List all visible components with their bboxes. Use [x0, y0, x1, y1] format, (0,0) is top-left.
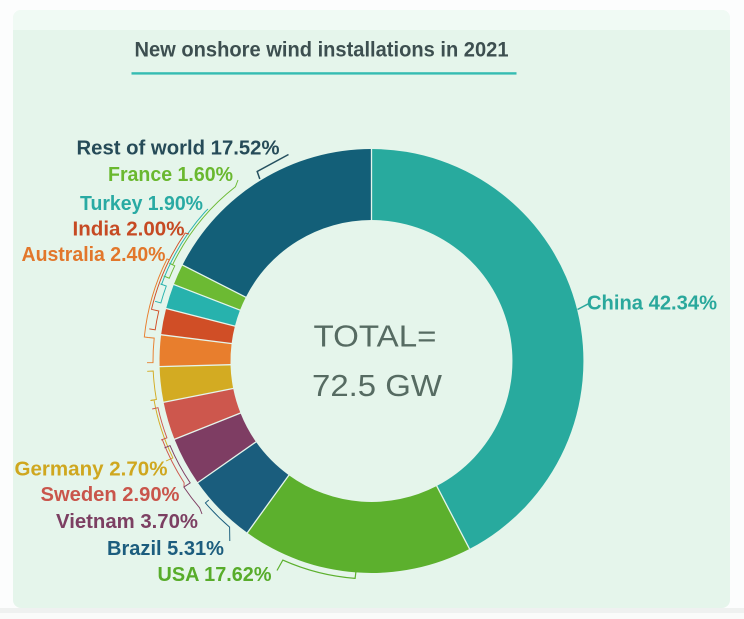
- svg-text:Sweden 2.90%: Sweden 2.90%: [41, 483, 180, 506]
- svg-text:Vietnam 3.70%: Vietnam 3.70%: [56, 510, 198, 533]
- svg-text:China 42.34%: China 42.34%: [587, 292, 717, 315]
- svg-text:Brazil 5.31%: Brazil 5.31%: [107, 537, 224, 560]
- svg-text:Turkey 1.90%: Turkey 1.90%: [80, 192, 203, 215]
- svg-text:New onshore wind installations: New onshore wind installations in 2021: [135, 39, 509, 62]
- svg-text:India 2.00%: India 2.00%: [73, 217, 185, 240]
- svg-text:Germany 2.70%: Germany 2.70%: [15, 457, 168, 480]
- svg-text:Australia 2.40%: Australia 2.40%: [22, 243, 166, 266]
- svg-text:USA 17.62%: USA 17.62%: [158, 563, 272, 586]
- svg-text:France 1.60%: France 1.60%: [108, 163, 233, 186]
- svg-text:72.5 GW: 72.5 GW: [312, 368, 443, 403]
- svg-text:Rest of world 17.52%: Rest of world 17.52%: [77, 137, 280, 160]
- svg-text:TOTAL=: TOTAL=: [314, 319, 437, 354]
